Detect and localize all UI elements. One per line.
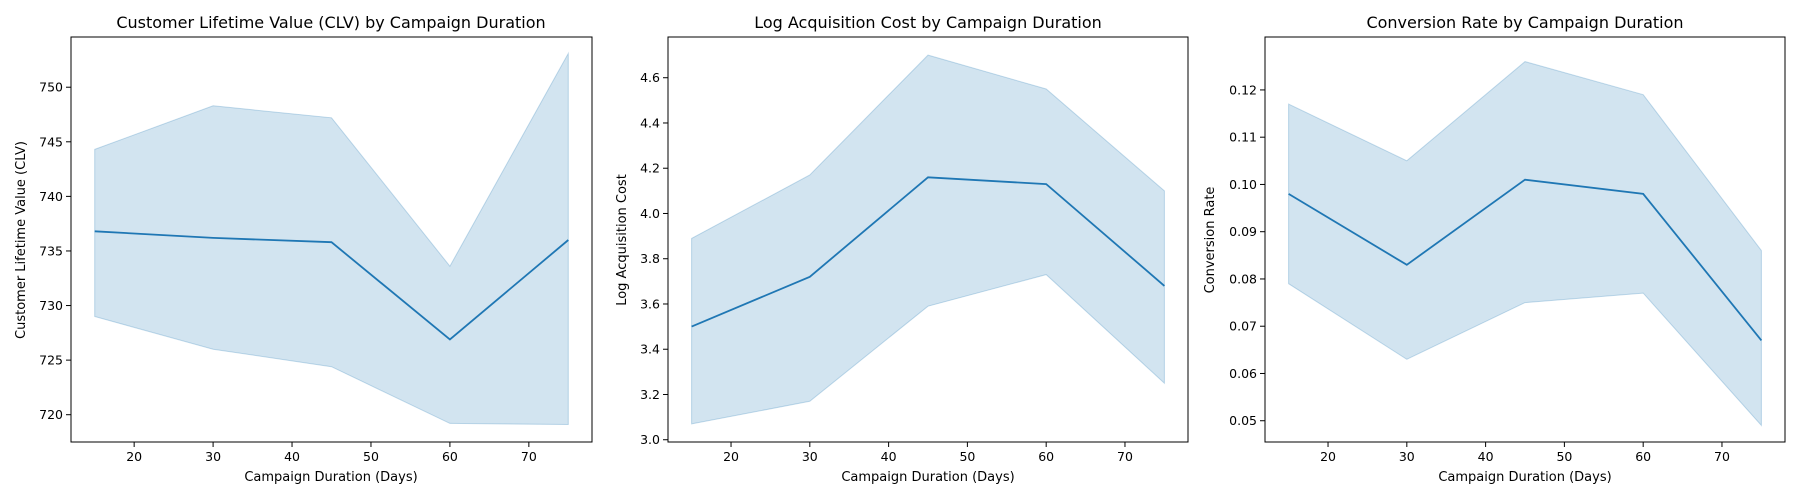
x-tick-label: 40 <box>284 449 300 464</box>
series-line <box>691 176 1165 328</box>
confidence-band <box>1288 61 1762 427</box>
axes-frame <box>667 36 1189 443</box>
chart-title: Customer Lifetime Value (CLV) by Campaig… <box>116 13 545 32</box>
x-tick-label: 60 <box>442 449 458 464</box>
x-tick-label: 20 <box>1320 449 1336 464</box>
y-tick-label: 750 <box>39 80 63 95</box>
y-tick-label: 720 <box>39 407 63 422</box>
y-tick-label: 0.11 <box>1229 130 1257 145</box>
x-tick-label: 50 <box>959 449 975 464</box>
x-tick-label: 50 <box>1556 449 1572 464</box>
x-axis-label: Campaign Duration (Days) <box>1438 470 1611 485</box>
y-axis-label: Log Acquisition Cost <box>615 174 630 306</box>
y-tick-label: 4.2 <box>640 161 660 176</box>
x-tick-label: 70 <box>521 449 537 464</box>
clv-chart-panel: Customer Lifetime Value (CLV) by Campaig… <box>14 13 593 485</box>
acquisition-cost-chart-panel: Log Acquisition Cost by Campaign Duratio… <box>615 13 1189 485</box>
confidence-band <box>94 51 569 426</box>
y-tick-label: 3.6 <box>640 296 660 311</box>
x-tick-label: 60 <box>1038 449 1054 464</box>
y-tick-label: 3.2 <box>640 387 660 402</box>
series-line <box>94 230 569 341</box>
x-tick-label: 30 <box>802 449 818 464</box>
x-tick-label: 20 <box>126 449 142 464</box>
y-tick-label: 4.0 <box>640 206 660 221</box>
x-tick-label: 40 <box>881 449 897 464</box>
y-axis-label: Customer Lifetime Value (CLV) <box>14 141 29 339</box>
plot-area: 20 30 40 50 60 70 720 725 730 735 740 745 750 <box>39 36 593 464</box>
plot-area: 20 30 40 50 60 70 3.0 3.2 3.4 3.6 3.8 4.0 4.2 4.4 4.6 <box>640 36 1189 464</box>
confidence-band <box>691 54 1165 425</box>
series-line <box>1288 178 1763 341</box>
y-tick-label: 0.06 <box>1229 366 1257 381</box>
x-tick-label: 70 <box>1117 449 1133 464</box>
y-axis-label: Conversion Rate <box>1203 187 1218 294</box>
y-tick-label: 0.07 <box>1229 319 1257 334</box>
x-tick-label: 70 <box>1714 449 1730 464</box>
x-tick-label: 30 <box>1399 449 1415 464</box>
y-tick-label: 735 <box>39 243 63 258</box>
y-tick-label: 3.4 <box>640 342 660 357</box>
plot-area: 20 30 40 50 60 70 0.05 0.06 0.07 0.08 0.09 0.10 0.11… <box>1229 36 1786 464</box>
axes-frame <box>70 36 593 443</box>
y-tick-label: 0.09 <box>1229 224 1257 239</box>
y-tick-label: 745 <box>39 134 63 149</box>
y-tick-label: 4.4 <box>640 115 660 130</box>
y-tick-label: 740 <box>39 189 63 204</box>
chart-title: Log Acquisition Cost by Campaign Duratio… <box>754 13 1102 32</box>
x-tick-label: 40 <box>1478 449 1494 464</box>
y-tick-label: 0.10 <box>1229 177 1257 192</box>
x-tick-label: 50 <box>363 449 379 464</box>
x-tick-label: 20 <box>723 449 739 464</box>
x-axis-label: Campaign Duration (Days) <box>841 470 1014 485</box>
y-tick-label: 0.08 <box>1229 271 1257 286</box>
y-tick-label: 725 <box>39 353 63 368</box>
y-tick-label: 0.05 <box>1229 413 1257 428</box>
y-tick-label: 0.12 <box>1229 82 1257 97</box>
x-tick-label: 60 <box>1635 449 1651 464</box>
y-tick-label: 730 <box>39 298 63 313</box>
y-tick-label: 3.8 <box>640 251 660 266</box>
chart-title: Conversion Rate by Campaign Duration <box>1366 13 1683 32</box>
x-tick-label: 30 <box>205 449 221 464</box>
y-tick-label: 3.0 <box>640 432 660 447</box>
y-tick-label: 4.6 <box>640 70 660 85</box>
x-axis-label: Campaign Duration (Days) <box>244 470 417 485</box>
axes-frame <box>1264 36 1786 443</box>
conversion-rate-chart-panel: Conversion Rate by Campaign Duration Cam… <box>1203 13 1786 485</box>
